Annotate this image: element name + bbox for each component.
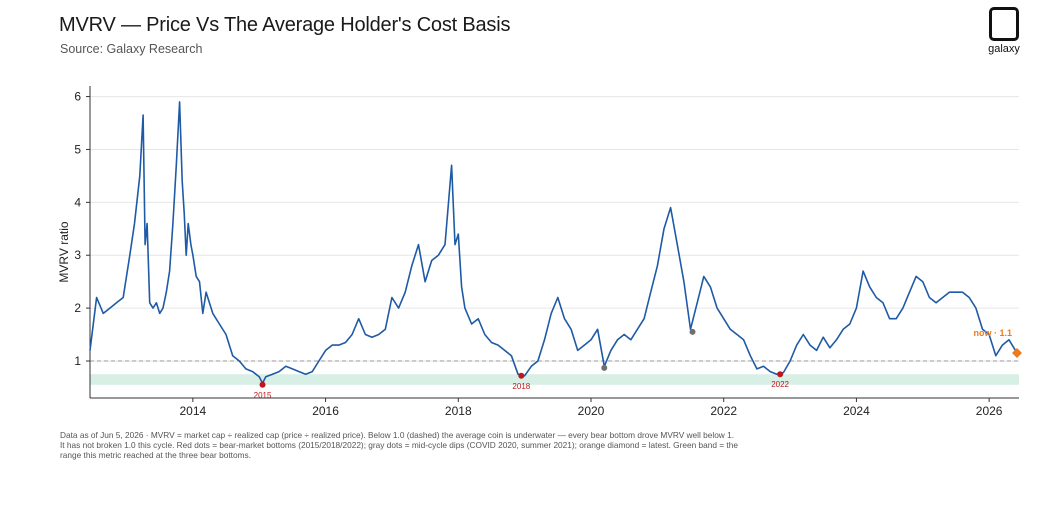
x-tick-label-2016: 2016 [312,404,339,418]
x-tick-label-2022: 2022 [710,404,737,418]
x-tick-label-2024: 2024 [843,404,870,418]
x-tick-label-2018: 2018 [445,404,472,418]
y-ticks: 1 2 3 4 5 6 [74,90,90,368]
page-title: MVRV — Price Vs The Average Holder's Cos… [59,14,511,36]
bear-bottom-marker-1 [518,372,525,379]
bear-bottom-marker-2 [777,371,784,378]
mid-cycle-dip-marker-3 [601,364,608,371]
page-subtitle: Source: Galaxy Research [60,42,203,56]
galaxy-logo-icon [989,7,1019,41]
y-tick-label-3: 3 [74,248,81,262]
x-tick-label-2026: 2026 [976,404,1003,418]
x-ticks: 2014 2016 2018 2020 2022 2024 2026 [180,398,1003,418]
y-tick-label-6: 6 [74,90,81,104]
bear-bottom-marker-0 [259,381,266,388]
y-tick-label-4: 4 [74,195,81,209]
y-tick-label-1: 1 [74,354,81,368]
mid-cycle-dip-marker-4 [689,328,696,335]
x-tick-label-2020: 2020 [578,404,605,418]
footnote: Data as of Jun 5, 2026 · MVRV = market c… [60,430,840,460]
y-tick-label-5: 5 [74,142,81,156]
x-tick-label-2014: 2014 [180,404,207,418]
gridlines [90,96,1019,362]
latest-diamond-marker [1012,348,1023,359]
mvrv-chart: 1 2 3 4 5 6 2014 2016 2018 2020 2022 2024 2026 MVRV… [57,86,1023,418]
latest-marker-label: now · 1.1 [973,328,1012,338]
bear-bottom-label-2018: 2018 [512,382,530,391]
galaxy-logo-text: galaxy [988,43,1020,55]
bear-bottom-band [90,374,1019,385]
footnote-line-1: Data as of Jun 5, 2026 · MVRV = market c… [60,430,735,440]
y-tick-label-2: 2 [74,301,81,315]
y-axis-label: MVRV ratio [57,221,71,282]
footnote-line-2: It has not broken 1.0 this cycle. Red do… [60,440,738,450]
bear-bottom-label-2015: 2015 [254,391,272,400]
galaxy-logo: galaxy [984,6,1024,58]
bear-bottom-label-2022: 2022 [771,380,789,389]
markers: 2015 2018 2022 now · 1.1 [254,328,1023,400]
footnote-line-3: range this metric reached at the three b… [60,450,251,460]
mvrv-series-line [89,101,1018,384]
